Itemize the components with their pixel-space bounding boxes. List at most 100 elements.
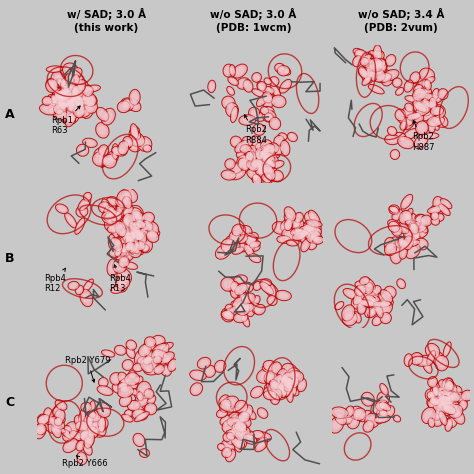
Ellipse shape [231,414,244,426]
Ellipse shape [53,88,65,100]
Ellipse shape [447,397,456,411]
Ellipse shape [270,84,281,97]
Ellipse shape [392,239,399,246]
Ellipse shape [437,389,442,395]
Ellipse shape [249,254,261,263]
Ellipse shape [73,94,85,112]
Ellipse shape [237,293,249,306]
Ellipse shape [190,370,206,381]
Ellipse shape [383,73,391,82]
Ellipse shape [250,110,261,120]
Ellipse shape [402,210,413,226]
Ellipse shape [250,296,260,307]
Ellipse shape [70,93,83,102]
Ellipse shape [112,215,119,224]
Ellipse shape [100,406,108,415]
Ellipse shape [118,229,126,238]
Ellipse shape [135,231,144,241]
Ellipse shape [270,388,276,394]
Ellipse shape [224,422,231,430]
Ellipse shape [299,224,317,238]
Ellipse shape [141,450,147,456]
Ellipse shape [127,263,135,268]
Ellipse shape [239,410,249,421]
Ellipse shape [100,154,104,164]
Ellipse shape [259,165,267,173]
Ellipse shape [264,372,275,383]
Ellipse shape [98,414,105,432]
Ellipse shape [257,82,266,91]
Ellipse shape [368,310,374,315]
Ellipse shape [265,146,273,153]
Ellipse shape [414,214,426,226]
Ellipse shape [376,306,382,315]
Ellipse shape [255,164,269,177]
Ellipse shape [67,115,74,124]
Ellipse shape [85,419,99,432]
Ellipse shape [281,373,293,390]
Ellipse shape [405,212,418,225]
Ellipse shape [274,383,280,390]
Ellipse shape [275,379,288,393]
Ellipse shape [380,312,392,324]
Ellipse shape [287,368,301,381]
Ellipse shape [77,221,83,231]
Ellipse shape [430,121,439,130]
Ellipse shape [142,242,150,250]
Ellipse shape [439,382,449,392]
Ellipse shape [235,283,247,295]
Ellipse shape [225,429,238,437]
Ellipse shape [266,158,275,168]
Ellipse shape [458,400,467,410]
Ellipse shape [294,230,300,235]
Ellipse shape [366,69,380,76]
Ellipse shape [435,387,444,397]
Ellipse shape [58,206,66,212]
Ellipse shape [434,388,438,394]
Ellipse shape [425,78,433,83]
Ellipse shape [142,222,150,229]
Ellipse shape [264,94,271,101]
Ellipse shape [395,109,406,121]
Ellipse shape [258,434,268,440]
Ellipse shape [354,299,362,307]
Ellipse shape [117,101,130,113]
Ellipse shape [125,373,140,385]
Ellipse shape [232,422,243,431]
Ellipse shape [254,163,267,176]
Ellipse shape [401,139,410,146]
Ellipse shape [70,71,79,79]
Ellipse shape [438,380,447,388]
Ellipse shape [102,212,113,223]
Ellipse shape [52,96,62,103]
Ellipse shape [226,236,235,246]
Ellipse shape [435,395,445,410]
Ellipse shape [420,91,427,99]
Ellipse shape [104,214,111,221]
Ellipse shape [361,392,374,406]
Ellipse shape [417,100,426,106]
Ellipse shape [268,160,273,166]
Ellipse shape [353,48,365,57]
Ellipse shape [284,374,291,381]
Ellipse shape [248,152,257,169]
Ellipse shape [292,374,297,379]
Ellipse shape [444,391,452,395]
Ellipse shape [264,78,272,85]
Ellipse shape [358,67,370,78]
Ellipse shape [148,343,154,349]
Ellipse shape [344,416,350,422]
Ellipse shape [401,118,410,124]
Ellipse shape [233,312,248,323]
Ellipse shape [49,101,55,107]
Ellipse shape [55,409,65,422]
Ellipse shape [372,60,384,68]
Ellipse shape [145,358,150,363]
Text: w/ SAD; 3.0 Å
(this work): w/ SAD; 3.0 Å (this work) [67,8,146,33]
Ellipse shape [233,286,239,295]
Ellipse shape [309,210,320,226]
Ellipse shape [134,399,145,410]
Ellipse shape [100,147,107,154]
Ellipse shape [78,208,85,215]
Ellipse shape [377,416,382,422]
